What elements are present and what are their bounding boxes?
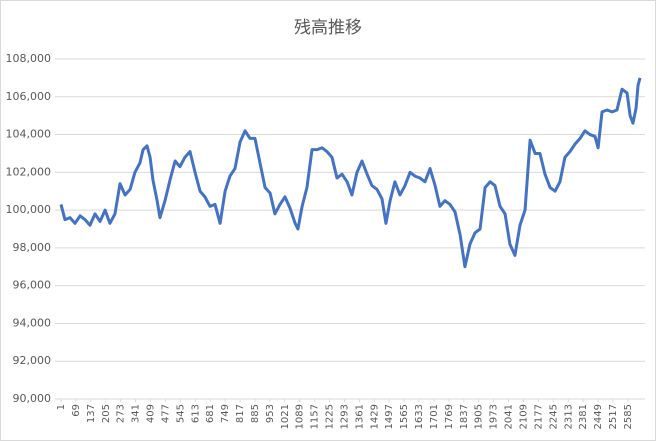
y-tick-label: 92,000 bbox=[13, 354, 52, 367]
chart-title: 残高推移 bbox=[294, 18, 362, 38]
x-tick-label: 1701 bbox=[429, 404, 440, 429]
x-tick-label: 1497 bbox=[384, 404, 395, 429]
y-tick-label: 90,000 bbox=[13, 392, 52, 405]
x-tick-label: 2313 bbox=[563, 404, 574, 429]
x-tick-label: 137 bbox=[86, 404, 97, 423]
x-tick-label: 2109 bbox=[518, 404, 529, 429]
x-tick-label: 2177 bbox=[533, 404, 544, 429]
x-tick-label: 477 bbox=[160, 404, 171, 423]
y-tick-label: 108,000 bbox=[6, 52, 52, 65]
x-tick-label: 681 bbox=[205, 404, 216, 423]
y-tick-label: 106,000 bbox=[6, 90, 52, 103]
x-tick-label: 613 bbox=[190, 404, 201, 423]
x-tick-label: 1157 bbox=[310, 404, 321, 429]
y-tick-label: 102,000 bbox=[6, 165, 52, 178]
y-tick-label: 100,000 bbox=[6, 203, 52, 216]
x-tick-label: 1361 bbox=[354, 404, 365, 429]
x-tick-label: 1837 bbox=[459, 404, 470, 429]
x-tick-label: 1905 bbox=[474, 404, 485, 429]
x-tick-label: 409 bbox=[146, 404, 157, 423]
x-tick-label: 1089 bbox=[295, 404, 306, 429]
x-tick-label: 1021 bbox=[280, 404, 291, 429]
x-tick-label: 2381 bbox=[578, 404, 589, 429]
y-tick-label: 104,000 bbox=[6, 128, 52, 141]
x-tick-label: 2041 bbox=[504, 404, 515, 429]
x-tick-label: 1429 bbox=[369, 404, 380, 429]
x-tick-label: 205 bbox=[101, 404, 112, 423]
x-tick-label: 341 bbox=[131, 404, 142, 423]
y-tick-label: 98,000 bbox=[13, 241, 52, 254]
x-tick-label: 953 bbox=[265, 404, 276, 423]
x-tick-label: 2517 bbox=[608, 404, 619, 429]
y-tick-label: 96,000 bbox=[13, 279, 52, 292]
x-tick-label: 817 bbox=[235, 404, 246, 423]
x-tick-label: 885 bbox=[250, 404, 261, 423]
x-tick-label: 69 bbox=[71, 404, 82, 417]
x-tick-label: 1225 bbox=[325, 404, 336, 429]
x-tick-label: 1565 bbox=[399, 404, 410, 429]
x-tick-label: 1769 bbox=[444, 404, 455, 429]
x-tick-label: 545 bbox=[175, 404, 186, 423]
x-tick-label: 273 bbox=[116, 404, 127, 423]
line-series bbox=[59, 77, 642, 269]
x-tick-label: 1 bbox=[56, 404, 67, 410]
x-tick-label: 749 bbox=[220, 404, 231, 423]
x-tick-label: 2245 bbox=[548, 404, 559, 429]
x-tick-label: 1973 bbox=[489, 404, 500, 429]
x-tick-label: 2585 bbox=[623, 404, 634, 429]
y-tick-label: 94,000 bbox=[13, 316, 52, 329]
x-tick-label: 1633 bbox=[414, 404, 425, 429]
x-tick-label: 1293 bbox=[339, 404, 350, 429]
x-tick-label: 2449 bbox=[593, 404, 604, 429]
